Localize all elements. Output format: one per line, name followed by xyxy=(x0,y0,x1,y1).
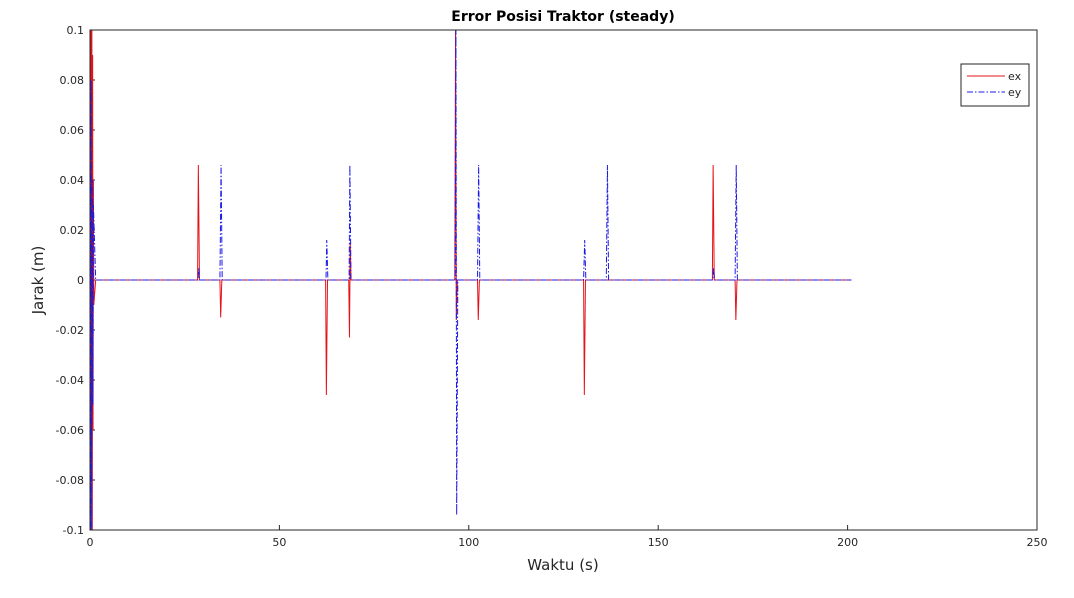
x-tick-label: 250 xyxy=(1027,536,1048,549)
y-tick-label: 0.08 xyxy=(60,74,85,87)
legend-label: ex xyxy=(1008,70,1022,83)
y-tick-label: -0.06 xyxy=(56,424,84,437)
series-line xyxy=(90,30,852,530)
y-tick-label: -0.04 xyxy=(56,374,84,387)
y-tick-label: 0 xyxy=(77,274,84,287)
y-tick-label: 0.06 xyxy=(60,124,85,137)
legend-label: ey xyxy=(1008,86,1022,99)
axes-box xyxy=(89,29,1038,531)
y-tick-label: -0.08 xyxy=(56,474,84,487)
x-tick-label: 0 xyxy=(87,536,94,549)
y-tick-label: 0.04 xyxy=(60,174,85,187)
x-tick-label: 50 xyxy=(272,536,286,549)
chart-title: Error Posisi Traktor (steady) xyxy=(451,9,674,25)
y-tick-label: -0.1 xyxy=(63,524,84,537)
y-axis-label: Jarak (m) xyxy=(29,246,47,316)
y-tick-label: 0.1 xyxy=(67,24,85,37)
x-tick-label: 150 xyxy=(648,536,669,549)
x-axis-label: Waktu (s) xyxy=(527,556,598,574)
y-tick-label: 0.02 xyxy=(60,224,85,237)
y-tick-label: -0.02 xyxy=(56,324,84,337)
x-tick-label: 100 xyxy=(458,536,479,549)
x-tick-label: 200 xyxy=(837,536,858,549)
legend-box xyxy=(960,63,1030,107)
